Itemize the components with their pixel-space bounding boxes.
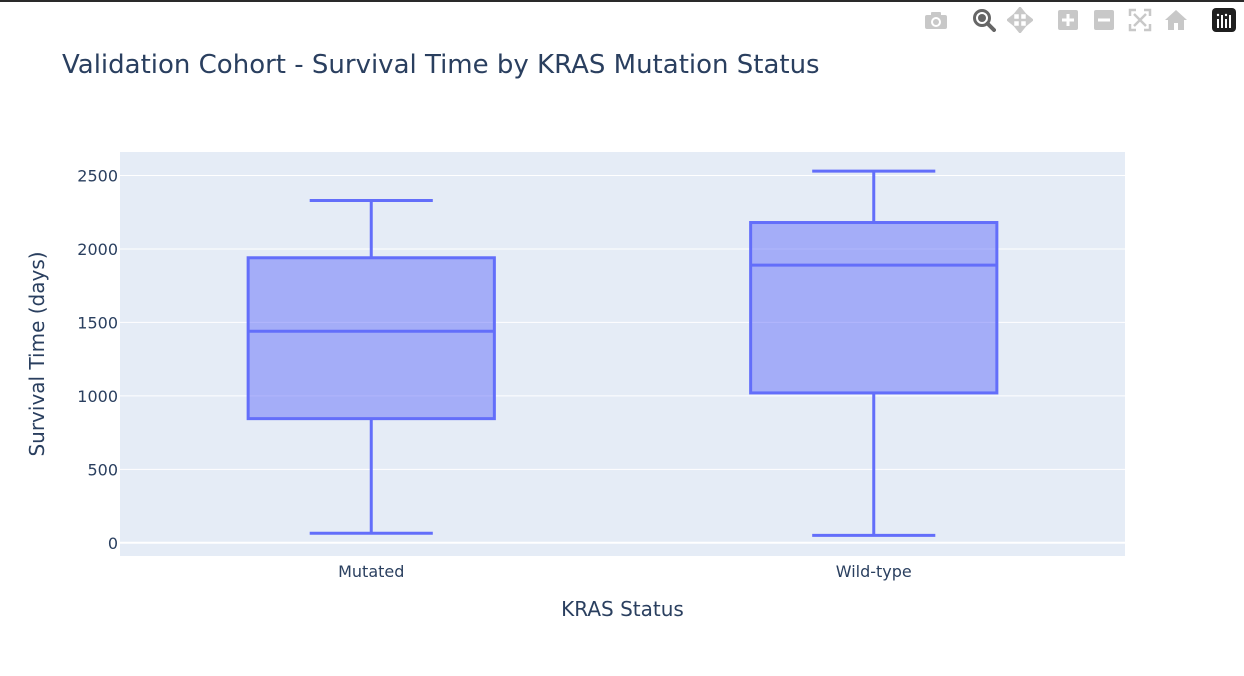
zoom-icon[interactable] bbox=[970, 6, 998, 34]
y-tick-label: 0 bbox=[108, 534, 118, 553]
x-tick-label: Mutated bbox=[338, 562, 404, 581]
home-icon[interactable] bbox=[1162, 6, 1190, 34]
x-tick-labels: Mutated Wild-type bbox=[338, 562, 912, 581]
camera-icon[interactable] bbox=[922, 6, 950, 34]
zoom-in-icon[interactable] bbox=[1054, 6, 1082, 34]
y-tick-labels: 0 500 1000 1500 2000 2500 bbox=[77, 167, 118, 553]
y-tick-label: 1000 bbox=[77, 387, 118, 406]
iqr-box bbox=[749, 221, 999, 395]
y-tick-label: 1500 bbox=[77, 313, 118, 332]
x-axis-label: KRAS Status bbox=[561, 597, 684, 621]
zoom-out-icon[interactable] bbox=[1090, 6, 1118, 34]
pan-icon[interactable] bbox=[1006, 6, 1034, 34]
box-wild-type bbox=[749, 169, 999, 537]
plotly-logo-icon[interactable] bbox=[1210, 6, 1238, 34]
iqr-box bbox=[246, 256, 496, 421]
y-tick-label: 500 bbox=[87, 460, 118, 479]
window-top-border bbox=[0, 0, 1244, 2]
y-tick-label: 2500 bbox=[77, 167, 118, 186]
chart-title: Validation Cohort - Survival Time by KRA… bbox=[62, 50, 820, 80]
autoscale-icon[interactable] bbox=[1126, 6, 1154, 34]
y-axis-label: Survival Time (days) bbox=[25, 251, 49, 456]
box-mutated bbox=[246, 198, 496, 535]
y-tick-label: 2000 bbox=[77, 240, 118, 259]
boxes bbox=[246, 169, 999, 537]
x-tick-label: Wild-type bbox=[836, 562, 912, 581]
